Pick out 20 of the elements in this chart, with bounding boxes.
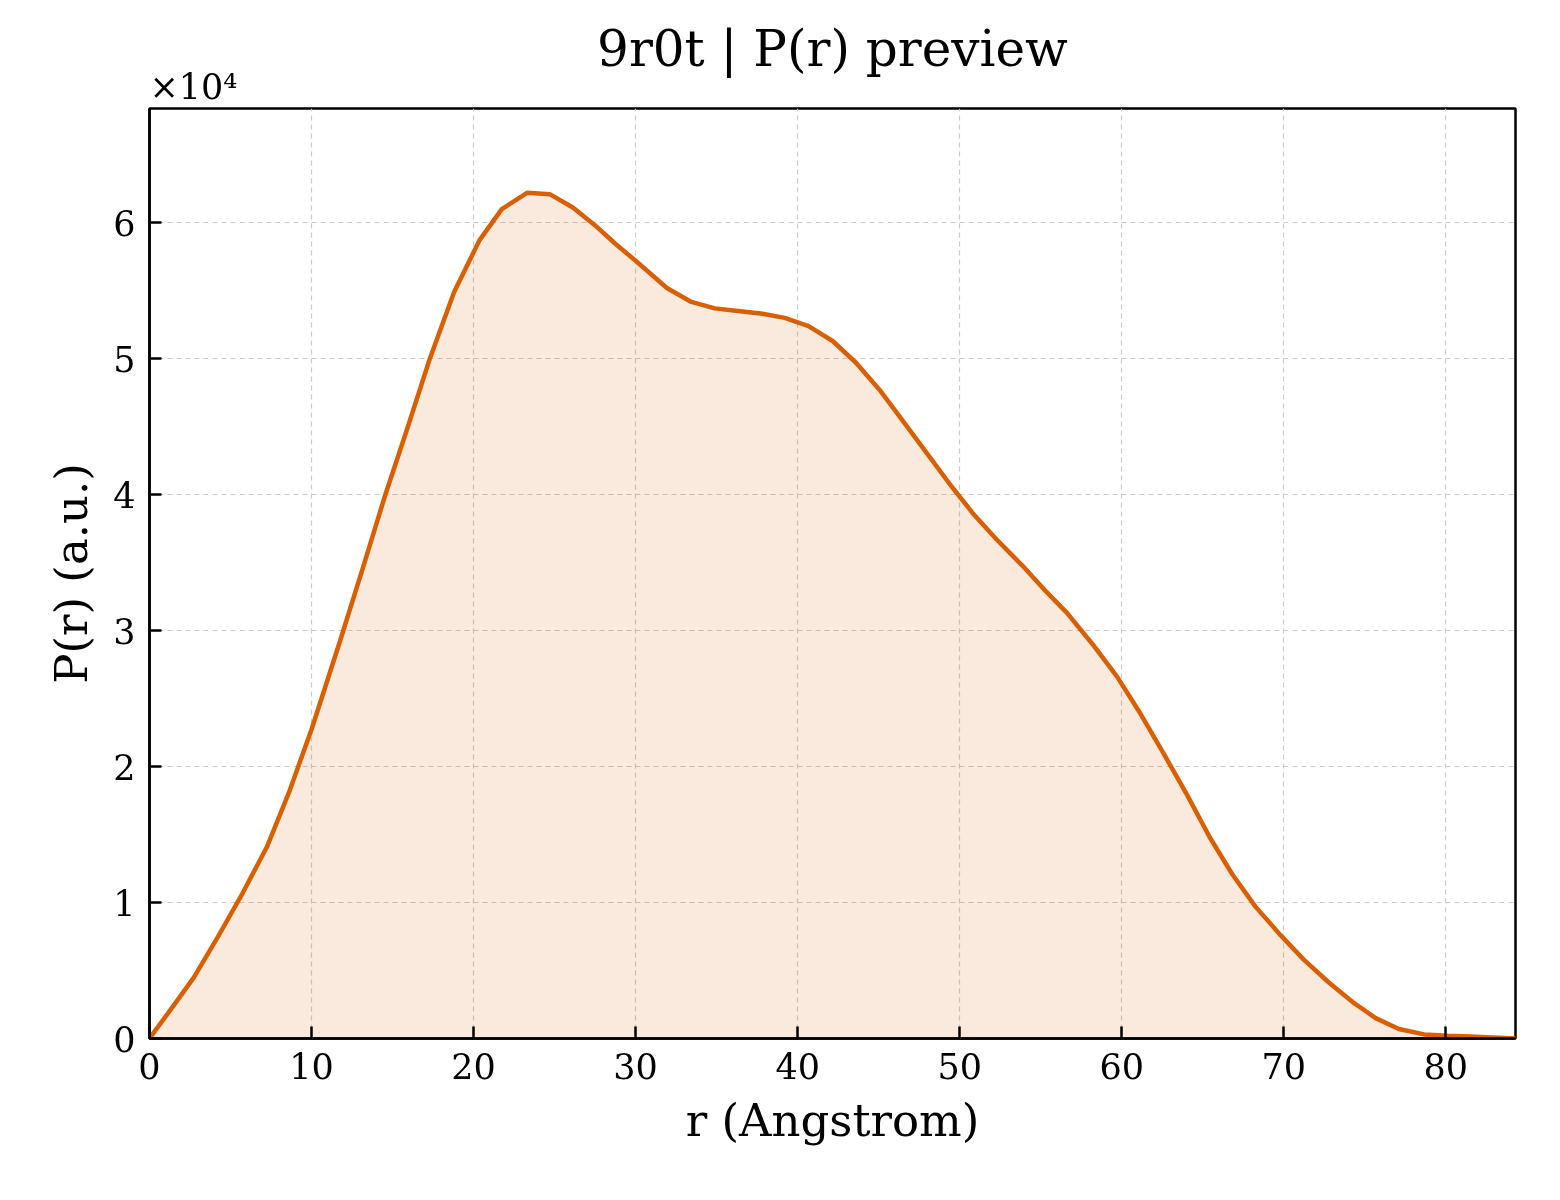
- y-tick-label: 1: [113, 883, 136, 924]
- x-tick-label: 0: [138, 1046, 161, 1087]
- text: ×10⁴: [149, 66, 238, 107]
- x-axis-title: r (Angstrom): [685, 1093, 980, 1147]
- y-tick-label: 4: [113, 475, 136, 516]
- x-tick-label: 20: [451, 1046, 496, 1087]
- y-axis-title: P(r) (a.u.): [45, 463, 99, 684]
- chart-title: 9r0t | P(r) preview: [597, 19, 1069, 78]
- x-tick-label: 80: [1423, 1046, 1469, 1087]
- x-tick-label: 10: [289, 1046, 334, 1087]
- y-tick-label: 0: [113, 1019, 136, 1060]
- y-tick-label: 5: [113, 339, 136, 380]
- x-tick-label: 60: [1099, 1046, 1145, 1087]
- x-tick-label: 70: [1261, 1046, 1307, 1087]
- y-tick-label: 2: [113, 747, 136, 788]
- x-tick-label: 30: [613, 1046, 658, 1087]
- x-tick-label: 40: [775, 1046, 820, 1087]
- y-tick-label: 3: [113, 611, 136, 652]
- y-tick-label: 6: [113, 203, 136, 244]
- x-tick-label: 50: [937, 1046, 982, 1087]
